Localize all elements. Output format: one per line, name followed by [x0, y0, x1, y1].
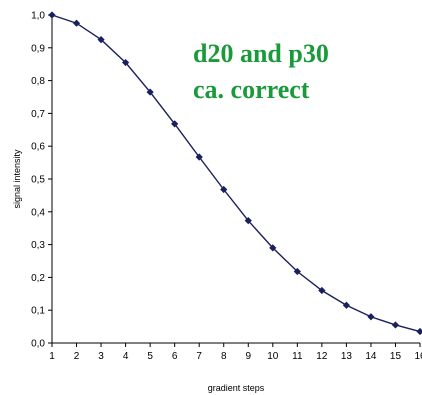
y-tick-label: 0,9	[31, 43, 45, 54]
x-tick-label: 6	[172, 351, 178, 362]
x-tick-label: 7	[196, 351, 202, 362]
data-point	[48, 11, 56, 19]
data-point	[244, 217, 252, 225]
y-tick-label: 0,2	[31, 273, 45, 284]
data-point	[72, 19, 81, 27]
data-point	[416, 327, 422, 336]
y-tick-label: 0,0	[31, 339, 45, 350]
data-point	[146, 88, 154, 96]
y-tick-label: 1,0	[31, 11, 45, 22]
data-point	[293, 267, 301, 276]
y-tick-label: 0,5	[31, 175, 45, 186]
y-tick-label: 0,8	[31, 76, 45, 87]
x-tick-label: 10	[267, 351, 279, 362]
y-tick-label: 0,7	[31, 109, 45, 120]
x-tick-label: 2	[74, 351, 80, 362]
x-tick-label: 4	[123, 351, 129, 362]
y-axis-title: signal intensity	[12, 149, 22, 209]
annotation: d20 and p30 ca. correct	[193, 39, 329, 104]
series-markers	[48, 11, 422, 336]
x-tick-label: 12	[316, 351, 328, 362]
data-point	[269, 244, 277, 252]
data-point	[195, 153, 203, 161]
annotation-line-1: d20 and p30	[193, 39, 329, 68]
y-axis-ticks: 0,0 0,1 0,2 0,3 0,4 0,5 0,6 0,7 0,8 0,9 1,0	[31, 11, 52, 350]
y-tick-label: 0,4	[31, 207, 45, 218]
data-point	[391, 321, 400, 329]
data-point	[171, 120, 179, 128]
data-point	[122, 58, 130, 67]
data-point	[342, 301, 350, 309]
x-tick-label: 14	[365, 351, 377, 362]
series-line	[51, 14, 421, 333]
data-point	[220, 185, 228, 194]
x-tick-label: 9	[245, 351, 251, 362]
annotation-line-2: ca. correct	[193, 75, 310, 104]
x-tick-label: 11	[292, 351, 303, 362]
y-tick-label: 0,6	[31, 142, 45, 153]
x-axis-title: gradient steps	[208, 383, 265, 393]
x-tick-label: 3	[98, 351, 104, 362]
x-tick-label: 5	[147, 351, 153, 362]
data-point	[367, 313, 375, 321]
data-point	[97, 36, 105, 44]
y-tick-label: 0,3	[31, 240, 45, 251]
data-point	[318, 286, 326, 295]
y-tick-label: 0,1	[31, 306, 45, 317]
x-tick-label: 16	[414, 351, 422, 362]
x-tick-label: 8	[221, 351, 227, 362]
x-tick-label: 13	[341, 351, 353, 362]
x-tick-label: 1	[49, 351, 55, 362]
x-axis-ticks: 12345678910111213141516	[49, 343, 422, 362]
x-tick-label: 15	[390, 351, 402, 362]
